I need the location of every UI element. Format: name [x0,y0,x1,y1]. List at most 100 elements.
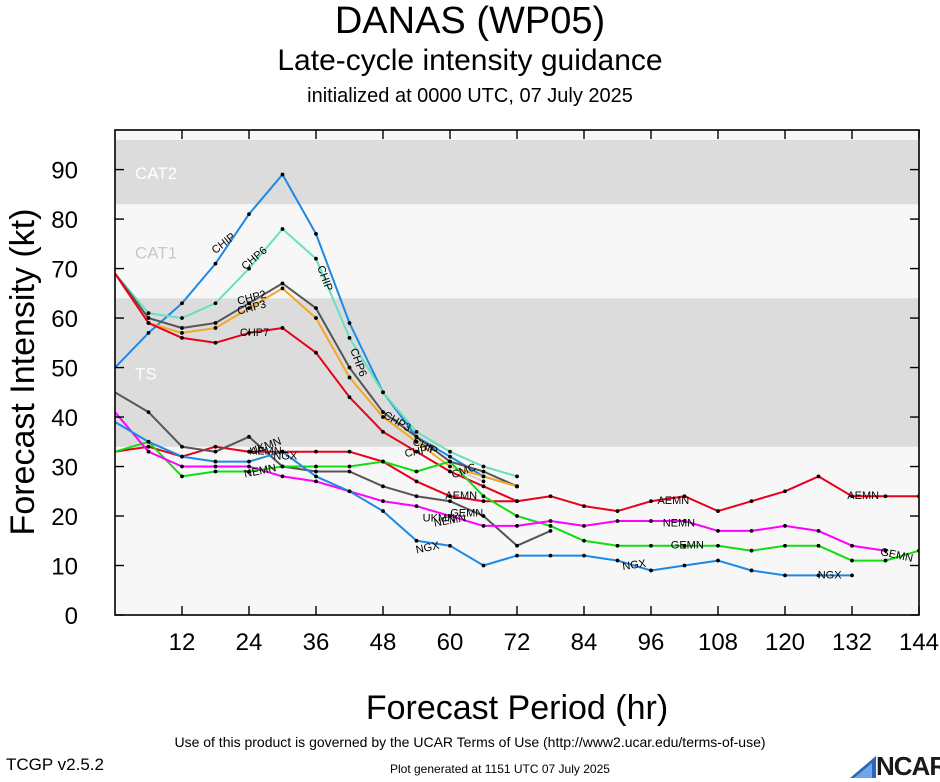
point-chp7 [247,331,251,335]
point-chp7 [180,335,184,340]
point-ngx [414,538,419,543]
point-chp7 [146,321,151,325]
point-ukmn [448,499,452,504]
point-chp3 [247,306,251,311]
band-label-cat3: CAT3 [135,90,177,109]
point-nemn [582,524,586,528]
point-nemn [280,474,285,479]
point-ngx [816,573,821,578]
point-chp3 [213,326,218,330]
band-cat1 [115,204,919,299]
point-chip [347,321,352,325]
point-aemn [548,494,553,499]
point-ukmn [146,410,151,414]
y-axis-label: Forecast Intensity (kt) [4,209,42,536]
point-chp7 [314,350,318,355]
series-label-ngx: NGX [273,451,298,463]
x-tick-label: 84 [571,629,598,656]
point-ngx [548,553,553,558]
point-aemn [850,494,854,499]
x-tick-label: 96 [638,629,665,656]
point-chip [146,331,151,335]
point-aemn [515,499,519,504]
terms-of-use: Use of this product is governed by the U… [174,734,766,750]
point-chp7 [448,469,452,474]
point-ngx [515,553,519,558]
point-ngx [582,553,586,558]
point-chp6 [146,311,151,316]
point-gemn [381,459,385,464]
point-nemn [716,528,720,533]
point-chip [314,232,318,236]
point-chp2 [414,434,419,439]
point-chip [280,172,285,177]
point-chp7 [381,429,385,434]
series-label-gemn: GEMN [450,507,483,519]
point-gemn [716,543,720,548]
point-aemn [649,499,653,504]
point-nemn [448,514,452,518]
point-chp6 [414,429,419,434]
point-gemn [816,543,821,548]
point-nemn [783,524,787,528]
y-tick-label: 40 [51,405,78,432]
point-chp2 [381,410,385,414]
x-tick-label: 12 [169,629,196,656]
ncar-logo-mark [850,756,876,778]
point-chp2 [347,365,352,370]
point-aemn [615,509,620,513]
point-aemn [448,494,452,499]
series-line-cmc [449,465,484,483]
series-label-nemn: NEMN [433,512,467,529]
point-ngx [850,573,854,578]
point-nemn [816,528,821,533]
point-nemn [548,519,553,523]
point-aemn [716,509,720,513]
point-nemn [146,449,151,454]
point-nemn [515,524,519,528]
point-gemn [883,558,888,563]
point-ngx [481,563,486,568]
point-aemn [816,474,821,479]
point-gemn [850,558,854,563]
point-ngx [716,558,720,563]
point-nemn [213,464,218,469]
point-gemn [548,524,553,528]
series-line-nemn [115,411,886,552]
series-label-aemn: AEMN [445,490,477,502]
point-chp7 [347,395,352,400]
series-label-aemn: AEMN [250,446,282,458]
point-ukmn [481,514,486,518]
point-gemn [213,469,218,474]
band-cat2 [115,139,919,205]
point-chip [180,301,184,306]
point-chp2 [481,469,486,474]
point-chp2 [213,321,218,325]
point-chp3 [280,286,285,291]
point-ngx [615,558,620,563]
point-aemn [414,479,419,484]
point-nemn [247,464,251,469]
point-ngx [180,454,184,459]
point-ngx [682,563,687,568]
point-chp3 [347,375,352,380]
point-ngx [213,459,218,464]
point-chp7 [481,484,486,489]
point-aemn [247,449,251,454]
x-tick-label: 36 [303,629,330,656]
band-label-cat1: CAT1 [135,243,177,262]
point-ngx [146,439,151,444]
point-chp6 [314,256,318,261]
series-label-aemn: AEMN [847,490,879,502]
point-aemn [749,499,754,504]
point-ngx [347,489,352,494]
band-label-cat2: CAT2 [135,164,177,183]
point-chp6 [448,449,452,454]
point-ukmn [314,469,318,474]
point-chp3 [314,316,318,320]
y-tick-label: 60 [51,306,78,333]
point-gemn [749,548,754,553]
series-label-ngx: NGX [415,540,441,557]
point-chp3 [180,331,184,335]
point-aemn [883,494,888,499]
